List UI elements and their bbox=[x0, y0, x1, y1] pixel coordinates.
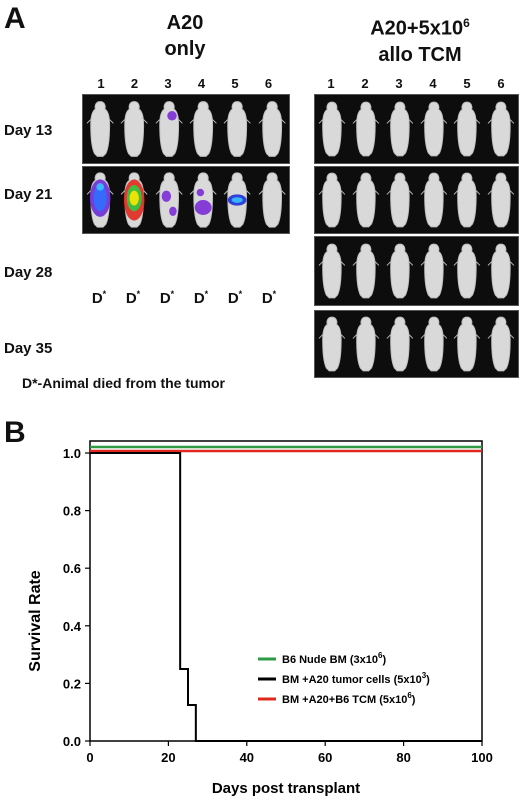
mouse-image bbox=[258, 172, 286, 228]
mouse-image bbox=[453, 243, 481, 299]
right-column-number: 1 bbox=[327, 76, 335, 91]
mouse-bioluminescence-image bbox=[189, 172, 217, 228]
y-tick-label: 0.2 bbox=[63, 676, 81, 691]
left-column-number: 1 bbox=[97, 76, 105, 91]
left-column-number: 3 bbox=[164, 76, 172, 91]
x-tick-label: 0 bbox=[86, 750, 93, 765]
group-left-line1: A20 bbox=[166, 12, 204, 34]
group-left-title: A20 only bbox=[110, 10, 260, 62]
x-tick-label: 100 bbox=[471, 750, 493, 765]
mouse-image bbox=[189, 101, 217, 157]
y-tick-label: 0.8 bbox=[63, 504, 81, 519]
imaging-strip-right-day21 bbox=[314, 166, 519, 234]
mouse-bioluminescence-image bbox=[121, 172, 148, 228]
mouse-image bbox=[318, 243, 346, 299]
mouse-image bbox=[487, 172, 515, 228]
right-column-number: 3 bbox=[395, 76, 403, 91]
x-tick-label: 80 bbox=[396, 750, 410, 765]
legend-label: B6 Nude BM (3x106) bbox=[282, 651, 386, 666]
mouse-image bbox=[223, 101, 252, 157]
x-tick-label: 60 bbox=[318, 750, 332, 765]
x-tick-label: 40 bbox=[240, 750, 254, 765]
mouse-image bbox=[386, 172, 413, 228]
mouse-image bbox=[420, 101, 447, 157]
mouse-image bbox=[318, 101, 346, 157]
legend-label: BM +A20 tumor cells (5x103) bbox=[282, 671, 430, 686]
mouse-image bbox=[352, 172, 380, 228]
survival-chart: 0.0 0.2 0.4 0.6 0.8 1.0 0 20 40 60 80 100 Survival… bbox=[27, 440, 493, 797]
x-axis-label: Days post transplant bbox=[212, 780, 360, 797]
y-tick-label: 0.6 bbox=[63, 561, 81, 576]
imaging-strip-left-day13 bbox=[82, 94, 290, 164]
panel-b-letter: B bbox=[4, 416, 26, 449]
survival-series bbox=[90, 445, 482, 742]
imaging-strip-left-day21 bbox=[82, 166, 290, 234]
mouse-image bbox=[318, 172, 346, 228]
mouse-image bbox=[120, 101, 149, 157]
day-label-13: Day 13 bbox=[4, 122, 53, 139]
x-tick-label: 20 bbox=[161, 750, 175, 765]
mouse-image bbox=[453, 172, 481, 228]
mouse-image bbox=[420, 243, 447, 299]
group-right-line2: allo TCM bbox=[378, 43, 462, 66]
mouse-image bbox=[386, 243, 413, 299]
mouse-image bbox=[86, 101, 114, 157]
legend: B6 Nude BM (3x106) BM +A20 tumor cells (5… bbox=[258, 651, 430, 706]
group-right-line1: A20+5x106 bbox=[370, 16, 470, 40]
mouse-image bbox=[386, 101, 413, 157]
mouse-image bbox=[386, 316, 413, 372]
mouse-image bbox=[352, 243, 380, 299]
y-axis-ticks: 0.0 0.2 0.4 0.6 0.8 1.0 bbox=[63, 446, 90, 749]
death-mark: D* bbox=[193, 289, 209, 307]
mouse-image bbox=[487, 101, 515, 157]
imaging-strip-right-day28 bbox=[314, 236, 519, 306]
y-tick-label: 1.0 bbox=[63, 446, 81, 461]
death-mark: D* bbox=[125, 289, 141, 307]
death-mark: D* bbox=[159, 289, 175, 307]
mouse-image bbox=[318, 316, 346, 372]
right-column-number: 5 bbox=[463, 76, 471, 91]
mouse-image bbox=[352, 101, 380, 157]
mouse-image bbox=[258, 101, 286, 157]
left-column-number: 6 bbox=[264, 76, 273, 91]
day-label-35: Day 35 bbox=[4, 340, 53, 357]
mouse-bioluminescence-image bbox=[155, 172, 183, 228]
death-mark: D* bbox=[227, 289, 243, 307]
left-column-number: 4 bbox=[197, 76, 206, 91]
right-column-number: 2 bbox=[361, 76, 369, 91]
left-column-number: 2 bbox=[130, 76, 139, 91]
group-right-title: A20+5x106 allo TCM bbox=[330, 10, 510, 68]
legend-label: BM +A20+B6 TCM (5x106) bbox=[282, 691, 416, 706]
x-axis-ticks: 0 20 40 60 80 100 bbox=[86, 741, 493, 765]
group-left-line2: only bbox=[164, 38, 206, 60]
series-line-2 bbox=[90, 452, 482, 742]
right-column-number: 4 bbox=[429, 76, 437, 91]
footnote: D*-Animal died from the tumor bbox=[22, 375, 226, 391]
death-mark: D* bbox=[261, 289, 277, 307]
day-label-21: Day 21 bbox=[4, 186, 53, 203]
mouse-image bbox=[487, 243, 515, 299]
imaging-strip-right-day13 bbox=[314, 94, 519, 164]
mouse-image bbox=[420, 316, 447, 372]
mouse-bioluminescence-image bbox=[155, 101, 183, 157]
mouse-image bbox=[420, 172, 447, 228]
y-tick-label: 0.0 bbox=[63, 734, 81, 749]
day-label-28: Day 28 bbox=[4, 264, 53, 281]
imaging-strip-right-day35 bbox=[314, 310, 519, 378]
left-column-number: 5 bbox=[231, 76, 239, 91]
death-mark: D* bbox=[91, 289, 107, 307]
panel-a-letter: A bbox=[4, 2, 26, 35]
y-tick-label: 0.4 bbox=[63, 619, 82, 634]
mouse-image bbox=[487, 316, 515, 372]
mouse-image bbox=[453, 101, 481, 157]
mouse-image bbox=[453, 316, 481, 372]
mouse-bioluminescence-image bbox=[224, 172, 251, 228]
right-column-number: 6 bbox=[497, 76, 505, 91]
y-axis-label: Survival Rate bbox=[27, 570, 44, 671]
mouse-bioluminescence-image bbox=[86, 172, 114, 228]
mouse-image bbox=[352, 316, 380, 372]
